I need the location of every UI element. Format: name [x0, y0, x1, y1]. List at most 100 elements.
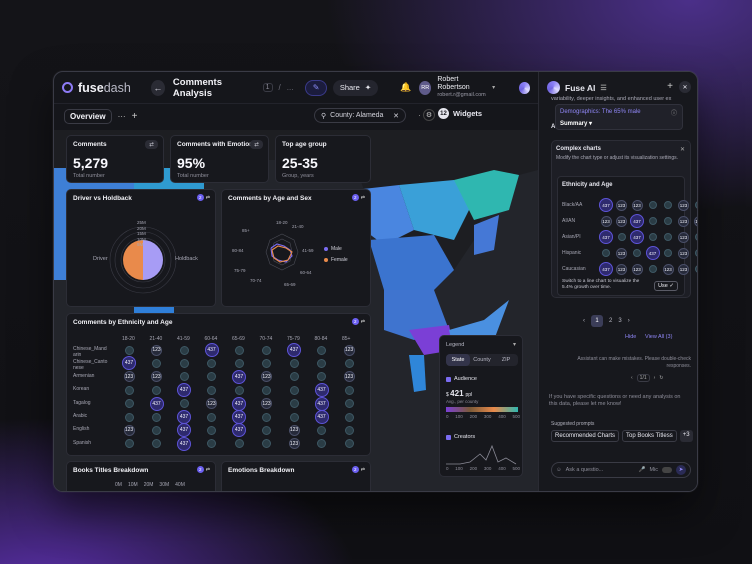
data-bubble[interactable]: 123	[678, 199, 689, 211]
data-bubble[interactable]	[207, 425, 216, 435]
mic-toggle[interactable]	[662, 467, 672, 473]
data-bubble[interactable]: 437	[630, 230, 644, 244]
data-bubble[interactable]	[234, 439, 244, 449]
data-bubble[interactable]: 123	[343, 371, 355, 383]
data-bubble[interactable]: 123	[123, 424, 135, 436]
data-bubble[interactable]: 123	[343, 344, 355, 356]
avatar[interactable]: RR	[419, 80, 432, 95]
data-bubble[interactable]: 123	[261, 371, 272, 383]
toggle-icon[interactable]: ⇄	[360, 318, 365, 325]
data-bubble[interactable]	[317, 425, 326, 435]
data-bubble[interactable]	[152, 412, 161, 422]
ai-dropdown[interactable]: Demographics: The 65% male ⓘ Summary ▾	[555, 104, 683, 130]
data-bubble[interactable]	[289, 385, 299, 395]
county-search[interactable]: ⚲ County: Alameda ✕	[314, 108, 406, 123]
add-icon[interactable]: +	[131, 110, 138, 122]
data-bubble[interactable]	[124, 399, 134, 409]
card-books[interactable]: Books Titles Breakdown 2 ⇄ 0M 10M 20M 30M…	[66, 461, 216, 491]
suggestion-chip[interactable]: Top Books Titless	[622, 430, 677, 442]
data-bubble[interactable]: 437	[232, 410, 246, 424]
suggestion-more[interactable]: +3	[679, 430, 693, 442]
data-bubble[interactable]: 437	[177, 383, 191, 398]
kpi-card-comments[interactable]: Comments ⇄ 5,279 Total number	[66, 135, 164, 183]
data-bubble[interactable]	[664, 233, 672, 241]
card-controls[interactable]: 2 ⇄	[196, 194, 210, 201]
mic-icon[interactable]: 🎤	[638, 467, 646, 473]
kpi-card-age-group[interactable]: Top age group 25-35 Group, years	[275, 135, 371, 183]
data-bubble[interactable]: 437	[232, 423, 246, 438]
data-bubble[interactable]	[664, 217, 672, 225]
page-3[interactable]: 3	[618, 318, 622, 324]
suggestion-chip[interactable]: Recommended Charts	[551, 430, 620, 442]
kpi-card-emotion[interactable]: Comments with Emotion ⇄ 95% Total number	[170, 135, 269, 183]
share-button[interactable]: Share ✦	[332, 79, 379, 96]
data-bubble[interactable]	[262, 439, 271, 449]
data-bubble[interactable]: 437	[204, 343, 219, 357]
data-bubble[interactable]: 123	[678, 215, 689, 227]
settings-toggle-icon[interactable]: ⇄	[145, 140, 158, 149]
data-bubble[interactable]	[695, 265, 697, 273]
data-bubble[interactable]	[695, 249, 697, 257]
data-bubble[interactable]: 437	[287, 343, 301, 357]
data-bubble[interactable]	[695, 201, 697, 209]
data-bubble[interactable]	[234, 385, 244, 395]
data-bubble[interactable]	[289, 412, 299, 422]
data-bubble[interactable]: 123	[123, 371, 135, 383]
data-bubble[interactable]	[262, 345, 271, 355]
more-icon[interactable]: ⋯	[117, 111, 126, 121]
data-bubble[interactable]	[648, 201, 657, 209]
data-bubble[interactable]: 123	[600, 215, 612, 227]
data-bubble[interactable]	[648, 233, 657, 241]
data-bubble[interactable]	[234, 345, 244, 355]
hide-link[interactable]: Hide	[625, 334, 637, 340]
data-bubble[interactable]: 437	[177, 410, 191, 424]
data-bubble[interactable]: 437	[599, 230, 613, 244]
data-bubble[interactable]	[317, 372, 326, 382]
data-bubble[interactable]	[207, 372, 216, 382]
chevron-down-icon[interactable]: ▾	[512, 342, 516, 348]
data-bubble[interactable]: 437	[232, 396, 246, 411]
card-controls[interactable]: 2 ⇄	[196, 466, 210, 473]
data-bubble[interactable]: 437	[599, 262, 613, 276]
data-bubble[interactable]: 123	[261, 398, 272, 410]
dropdown-selected[interactable]: Summary ▾	[560, 120, 592, 127]
data-bubble[interactable]	[344, 425, 354, 435]
widgets-button[interactable]: 12 Widgets	[438, 108, 482, 119]
card-ethnicity-age[interactable]: Comments by Ethnicity and Age 2 ⇄ 18-20 21…	[66, 313, 371, 456]
add-icon[interactable]: +	[667, 81, 673, 92]
chevron-right-icon[interactable]: ›	[653, 375, 656, 381]
data-bubble[interactable]: 123	[288, 424, 300, 436]
data-bubble[interactable]: 437	[232, 369, 246, 384]
chevron-right-icon[interactable]: ›	[627, 318, 630, 324]
close-icon[interactable]: ✕	[393, 112, 399, 120]
data-bubble[interactable]	[664, 249, 672, 257]
chevron-down-icon[interactable]: ▾	[492, 85, 496, 91]
checkbox-icon[interactable]	[446, 376, 451, 382]
data-bubble[interactable]	[262, 425, 271, 435]
data-bubble[interactable]	[152, 439, 161, 449]
dropdown-item[interactable]: Demographics: The 65% male	[560, 109, 641, 115]
menu-icon[interactable]: ☰	[600, 84, 607, 92]
data-bubble[interactable]: 437	[149, 396, 164, 411]
data-bubble[interactable]: 437	[599, 198, 613, 212]
toggle-icon[interactable]: ⇄	[205, 194, 210, 201]
chevron-left-icon[interactable]: ‹	[631, 375, 633, 381]
data-bubble[interactable]: 123	[288, 438, 300, 450]
toggle-icon[interactable]: ⇄	[360, 194, 365, 201]
data-bubble[interactable]: 123	[678, 247, 689, 259]
data-bubble[interactable]: 437	[314, 410, 329, 424]
card-age-sex[interactable]: Comments by Age and Sex 2 ⇄ 18-20 21-40 4…	[221, 189, 371, 307]
data-bubble[interactable]	[289, 399, 299, 409]
crumb-count[interactable]: 1	[262, 83, 273, 92]
data-bubble[interactable]: 437	[122, 356, 136, 371]
data-bubble[interactable]	[124, 385, 134, 395]
map-legend-panel[interactable]: Legend ▾ State County ZIP Audience $ 421…	[439, 335, 523, 477]
crumb-more[interactable]: ...	[286, 83, 294, 92]
data-bubble[interactable]	[179, 372, 189, 382]
data-bubble[interactable]	[648, 217, 657, 225]
data-bubble[interactable]: 123	[678, 263, 689, 275]
tab-county[interactable]: County	[473, 357, 491, 363]
send-icon[interactable]: ➤	[676, 465, 686, 475]
data-bubble[interactable]: 437	[645, 246, 660, 260]
ai-input[interactable]: ☺ Ask a questio... 🎤 Mic ➤	[551, 462, 691, 478]
